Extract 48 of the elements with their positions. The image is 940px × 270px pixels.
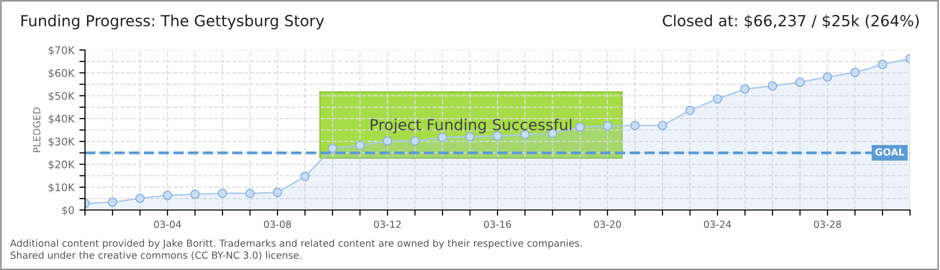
point [218, 188, 228, 198]
y-tick-label: $70K [48, 46, 75, 56]
ref-line-label: GOAL [875, 148, 904, 156]
point [382, 136, 392, 146]
y-tick-label: $0 [62, 206, 74, 216]
chart-subtitle: Closed at: $66,237 / $25k (264%) [662, 14, 919, 28]
x-tick-label: 03-28 [814, 220, 841, 228]
point [300, 172, 310, 182]
point [190, 190, 200, 199]
point [135, 194, 145, 204]
point [795, 78, 805, 87]
point [822, 72, 832, 82]
point [272, 188, 282, 198]
point [492, 131, 502, 141]
y-tick-label: $20K [48, 160, 75, 170]
y-tick-label: $10K [48, 183, 75, 193]
x-tick-label: 03-24 [704, 220, 732, 228]
y-tick-label: $40K [48, 114, 75, 124]
y-axis-title: PLEDGED [33, 108, 40, 152]
text: Additional content provided by Jake Boritt. Trademarks and related content are owned by their respective companies. [10, 239, 582, 249]
point [768, 81, 778, 91]
point [685, 106, 695, 116]
x-tick-label: 03-12 [374, 220, 401, 228]
x-tick-label: 03-20 [594, 220, 621, 228]
point [878, 60, 888, 70]
point [602, 121, 612, 131]
chart-title: Funding Progress: The Gettysburg Story [22, 14, 324, 30]
point [355, 140, 365, 150]
point [740, 84, 750, 94]
point [245, 188, 255, 198]
point [850, 68, 860, 78]
point [328, 144, 338, 154]
y-tick-label: $30K [48, 137, 75, 147]
y-tick-label: $50K [48, 92, 75, 102]
x-tick-label: 03-08 [264, 220, 291, 228]
y-tick-label: $60K [48, 68, 75, 78]
point [575, 122, 585, 132]
point [108, 198, 118, 207]
point [658, 120, 668, 130]
point [520, 130, 530, 140]
point [162, 190, 172, 200]
x-tick-label: 03-16 [484, 220, 512, 228]
point [630, 120, 640, 130]
text: Shared under the creative commons (CC BY-NC 3.0) license. [10, 251, 302, 260]
point [410, 136, 420, 146]
point [438, 132, 448, 142]
x-tick-label: 03-04 [154, 220, 182, 228]
point [712, 94, 722, 104]
